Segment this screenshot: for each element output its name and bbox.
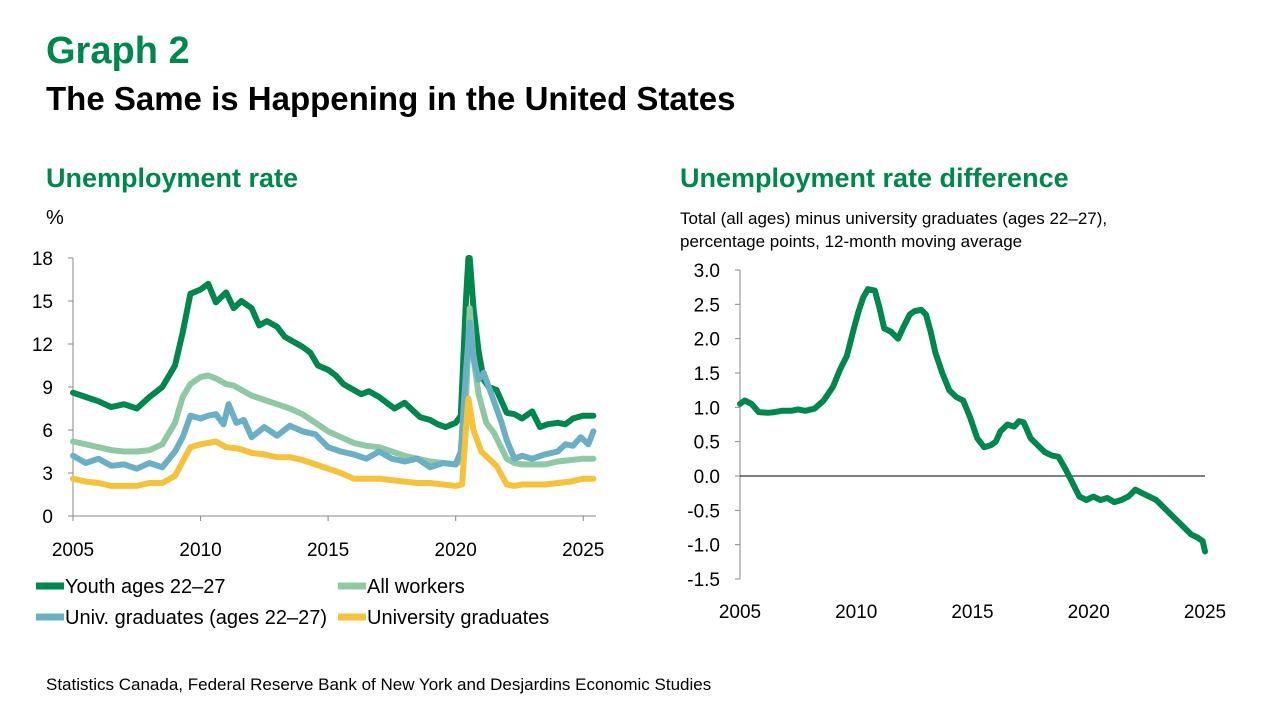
right-y-tick-label: -0.5 bbox=[687, 501, 720, 522]
legend-label-2: All workers bbox=[367, 576, 465, 598]
right-x-tick-label: 2010 bbox=[835, 602, 877, 623]
right-y-tick-label: 0.0 bbox=[694, 467, 720, 488]
graph-label: Graph 2 bbox=[46, 30, 190, 72]
left-chart-title: Unemployment rate bbox=[46, 163, 299, 193]
right-y-tick-label: -1.0 bbox=[687, 536, 720, 557]
right-x-tick-label: 2015 bbox=[951, 602, 993, 623]
right-y-tick-label: 1.5 bbox=[694, 364, 720, 385]
left-x-tick-label: 2025 bbox=[562, 540, 604, 561]
left-y-tick-label: 12 bbox=[32, 335, 53, 356]
right-x-tick-label: 2020 bbox=[1068, 602, 1110, 623]
right-chart-subtitle-line-1: Total (all ages) minus university gradua… bbox=[680, 209, 1108, 228]
right-y-tick-label: 2.5 bbox=[694, 295, 720, 316]
right-chart-subtitle: Total (all ages) minus university gradua… bbox=[680, 207, 1240, 253]
right-y-tick-label: -1.5 bbox=[687, 570, 720, 591]
series-line-3 bbox=[70, 319, 597, 472]
left-chart-unit-label: % bbox=[46, 207, 64, 229]
series-line-4 bbox=[70, 395, 597, 489]
graph-title: The Same is Happening in the United Stat… bbox=[46, 80, 736, 117]
right-y-tick-label: 1.0 bbox=[694, 398, 720, 419]
right-y-tick-label: 3.0 bbox=[694, 261, 720, 282]
right-x-tick-label: 2025 bbox=[1184, 602, 1226, 623]
left-x-tick-label: 2010 bbox=[179, 540, 221, 561]
right-y-tick-label: 2.0 bbox=[694, 330, 720, 351]
left-y-tick-label: 18 bbox=[32, 249, 53, 270]
source-note: Statistics Canada, Federal Reserve Bank … bbox=[46, 675, 712, 694]
right-chart-title: Unemployment rate difference bbox=[680, 163, 1069, 193]
left-x-tick-label: 2005 bbox=[52, 540, 94, 561]
legend-label-1: Youth ages 22–27 bbox=[65, 576, 226, 598]
difference-series-line bbox=[737, 286, 1208, 555]
series-line-1 bbox=[70, 255, 597, 431]
left-y-tick-label: 0 bbox=[42, 507, 53, 528]
legend-label-3: Univ. graduates (ages 22–27) bbox=[65, 607, 327, 629]
legend-label-4: University graduates bbox=[367, 607, 549, 629]
left-y-tick-label: 15 bbox=[32, 292, 53, 313]
left-y-tick-label: 3 bbox=[42, 464, 53, 485]
right-chart-subtitle-line-2: percentage points, 12-month moving avera… bbox=[680, 232, 1023, 251]
right-x-tick-label: 2005 bbox=[719, 602, 761, 623]
series-line-2 bbox=[70, 305, 597, 468]
left-x-tick-label: 2015 bbox=[307, 540, 349, 561]
left-y-tick-label: 6 bbox=[42, 421, 53, 442]
left-x-tick-label: 2020 bbox=[435, 540, 477, 561]
left-y-tick-label: 9 bbox=[42, 378, 53, 399]
right-y-tick-label: 0.5 bbox=[694, 433, 720, 454]
